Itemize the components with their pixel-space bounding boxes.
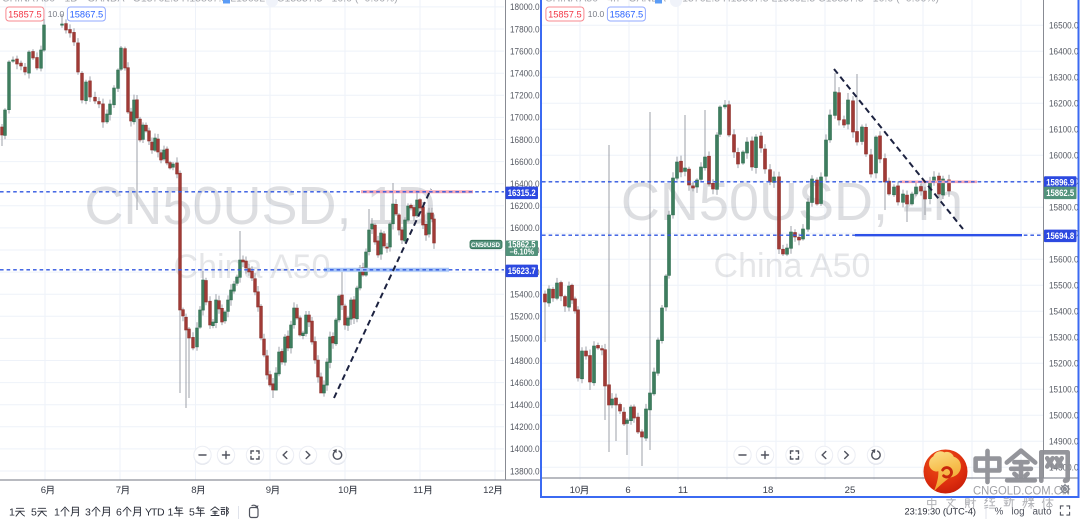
svg-text:15400.0: 15400.0: [1049, 307, 1079, 317]
svg-text:14400.0: 14400.0: [510, 400, 540, 410]
svg-text:3: 3: [85, 506, 91, 518]
svg-text:17600.0: 17600.0: [510, 46, 540, 56]
svg-text:CHINA A50 · 1D · OANDA O1576: CHINA A50 · 1D · OANDA O15762.5 H15867.5…: [2, 0, 398, 4]
svg-text:log: log: [1011, 507, 1024, 518]
svg-text:10.0: 10.0: [588, 9, 605, 19]
svg-text:15867.5: 15867.5: [610, 9, 644, 19]
svg-text:23:19:30 (UTC-4): 23:19:30 (UTC-4): [905, 507, 977, 517]
svg-text:−6.10%: −6.10%: [510, 248, 535, 257]
svg-text:9: 9: [266, 485, 271, 496]
svg-text:15200.0: 15200.0: [510, 312, 540, 322]
svg-text:15200.0: 15200.0: [1049, 359, 1079, 369]
svg-text:15857.5: 15857.5: [548, 9, 582, 19]
svg-text:CN50USD, 1D: CN50USD, 1D: [84, 176, 435, 236]
svg-text:8: 8: [191, 485, 196, 496]
svg-text:5: 5: [31, 506, 37, 518]
svg-text:15867.5: 15867.5: [70, 9, 104, 19]
svg-text:11: 11: [678, 485, 688, 496]
svg-text:15857.5: 15857.5: [8, 9, 42, 19]
svg-text:10: 10: [570, 485, 581, 496]
svg-text:5: 5: [189, 506, 195, 518]
svg-text:13800.0: 13800.0: [510, 466, 540, 476]
svg-text:1: 1: [9, 506, 15, 518]
svg-text:15000.0: 15000.0: [510, 334, 540, 344]
svg-text:25: 25: [845, 485, 856, 496]
svg-text:15400.0: 15400.0: [510, 290, 540, 300]
svg-text:16300.0: 16300.0: [1049, 73, 1079, 83]
svg-text:1: 1: [168, 506, 174, 518]
svg-text:15896.9: 15896.9: [1046, 178, 1074, 188]
svg-text:18000.0: 18000.0: [510, 2, 540, 12]
svg-text:17400.0: 17400.0: [510, 69, 540, 79]
svg-text:15800.0: 15800.0: [1049, 203, 1079, 213]
svg-text:14800.0: 14800.0: [510, 356, 540, 366]
svg-text:17000.0: 17000.0: [510, 113, 540, 123]
svg-text:17200.0: 17200.0: [510, 91, 540, 101]
svg-text:6: 6: [41, 485, 46, 496]
svg-text:T: T: [151, 506, 158, 518]
svg-text:15500.0: 15500.0: [1049, 281, 1079, 291]
svg-text:10.0: 10.0: [48, 9, 65, 19]
svg-text:11: 11: [413, 485, 423, 496]
svg-text:12: 12: [483, 485, 494, 496]
svg-text:16000.0: 16000.0: [510, 223, 540, 233]
svg-text:CN50USD: CN50USD: [471, 242, 500, 249]
svg-text:14200.0: 14200.0: [510, 422, 540, 432]
svg-text:15623.7: 15623.7: [508, 266, 536, 276]
svg-text:14600.0: 14600.0: [510, 378, 540, 388]
svg-text:15100.0: 15100.0: [1049, 385, 1079, 395]
svg-text:16200.0: 16200.0: [510, 201, 540, 211]
svg-text:14900.0: 14900.0: [1049, 437, 1079, 447]
svg-text:16800.0: 16800.0: [510, 135, 540, 145]
svg-text:16315.2: 16315.2: [508, 188, 536, 198]
svg-text:15694.8: 15694.8: [1046, 231, 1074, 241]
svg-text:16100.0: 16100.0: [1049, 125, 1079, 135]
svg-text:auto: auto: [1032, 507, 1052, 518]
svg-text:15600.0: 15600.0: [1049, 255, 1079, 265]
svg-text:16400.0: 16400.0: [1049, 47, 1079, 57]
svg-text:16200.0: 16200.0: [1049, 99, 1079, 109]
svg-text:16400.0: 16400.0: [510, 179, 540, 189]
svg-text:6: 6: [116, 506, 122, 518]
svg-text:CHINA A50 · 4h · OANDA O1576: CHINA A50 · 4h · OANDA O15762.5 H15867.5…: [545, 0, 939, 4]
svg-text:15000.0: 15000.0: [1049, 411, 1079, 421]
svg-text:14000.0: 14000.0: [510, 444, 540, 454]
svg-text:16000.0: 16000.0: [1049, 151, 1079, 161]
svg-text:15862.5: 15862.5: [1046, 188, 1074, 198]
svg-text:17800.0: 17800.0: [510, 24, 540, 34]
svg-text:15300.0: 15300.0: [1049, 333, 1079, 343]
svg-text:15862.5: 15862.5: [508, 240, 536, 250]
svg-text:Y: Y: [145, 506, 152, 518]
svg-text:7: 7: [116, 485, 121, 496]
svg-text:16600.0: 16600.0: [510, 157, 540, 167]
svg-text:10: 10: [338, 485, 349, 496]
svg-text:6: 6: [625, 485, 630, 496]
svg-text:CNGOLD.COM.CN: CNGOLD.COM.CN: [973, 484, 1070, 498]
svg-text:D: D: [157, 506, 165, 518]
svg-text:18: 18: [763, 485, 774, 496]
svg-text:%: %: [995, 507, 1004, 518]
svg-text:China A50: China A50: [714, 247, 871, 285]
svg-text:1: 1: [54, 506, 60, 518]
svg-text:16500.0: 16500.0: [1049, 21, 1079, 31]
